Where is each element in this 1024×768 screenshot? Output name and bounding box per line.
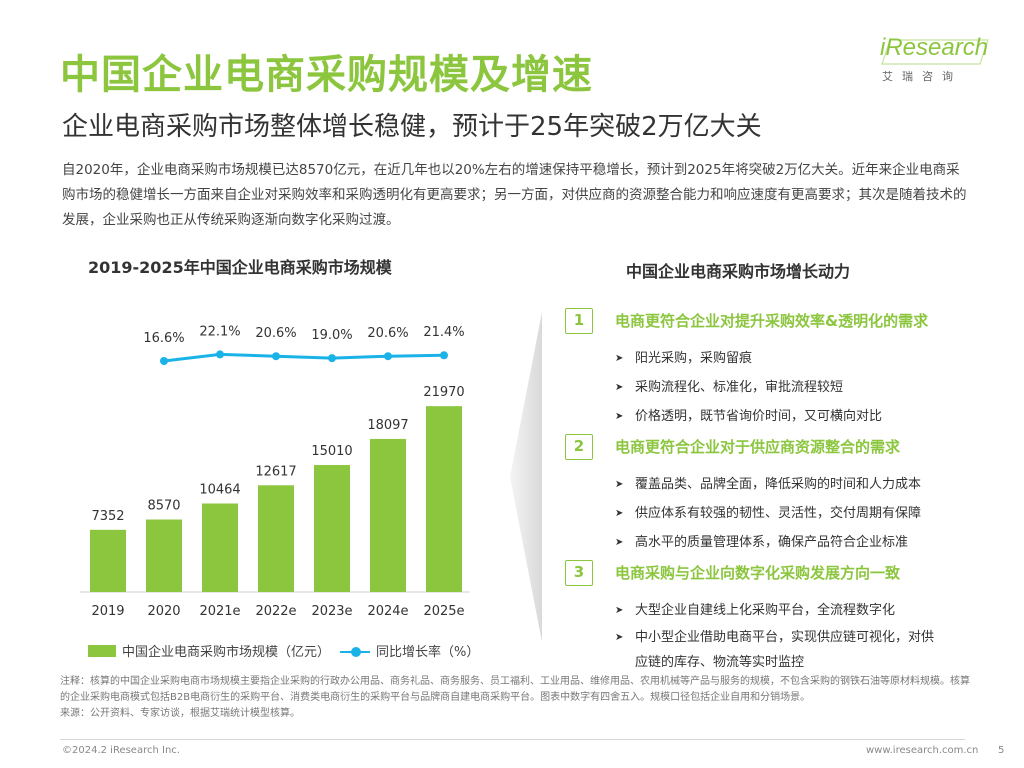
driver-heading: 电商采购与企业向数字化采购发展方向一致 xyxy=(615,564,901,582)
growth-rate-label: 21.4% xyxy=(423,325,464,340)
legend-line-label: 同比增长率（%） xyxy=(376,645,480,660)
bar xyxy=(146,519,182,592)
arrow-bullet-icon: ➤ xyxy=(615,479,624,490)
driver-point: ➤ 大型企业自建线上化采购平台，全流程数字化 xyxy=(615,596,945,625)
driver-point: ➤ 价格透明，既节省询价时间，又可横向对比 xyxy=(615,402,1010,431)
bar xyxy=(370,438,406,592)
x-tick-label: 2020 xyxy=(147,604,180,619)
arrow-bullet-icon: ➤ xyxy=(615,411,624,422)
legend-bar-swatch xyxy=(88,645,116,657)
driver-point: ➤ 阳光采购，采购留痕 xyxy=(615,344,1010,373)
driver-point: ➤ 高水平的质量管理体系，确保产品符合企业标准 xyxy=(615,528,1010,557)
wedge-arrow-icon xyxy=(510,312,542,642)
arrow-bullet-icon: ➤ xyxy=(615,353,624,364)
bar-value-label: 12617 xyxy=(255,464,296,479)
driver-point: ➤ 供应体系有较强的韧性、灵活性，交付周期有保障 xyxy=(615,499,1010,528)
bar-value-label: 18097 xyxy=(367,418,408,433)
bar xyxy=(202,503,238,592)
x-tick-label: 2019 xyxy=(91,604,124,619)
page-number: 5 xyxy=(998,745,1005,756)
growth-rate-label: 20.6% xyxy=(367,326,408,341)
driver-number-badge: 2 xyxy=(565,434,593,460)
driver-point: ➤ 覆盖品类、品牌全面，降低采购的时间和人力成本 xyxy=(615,470,1010,499)
copyright-text: ©2024.2 iResearch Inc. xyxy=(62,745,180,756)
x-tick-label: 2024e xyxy=(367,604,408,619)
market-size-chart: 7352 2019 8570 2020 10464 2021e 12617 2022e 1501… xyxy=(80,324,470,619)
arrow-bullet-icon: ➤ xyxy=(615,508,624,519)
driver-block-2: 2 电商更符合企业对于供应商资源整合的需求 ➤ 覆盖品类、品牌全面，降低采购的时间… xyxy=(565,434,1015,554)
driver-heading: 电商更符合企业对于供应商资源整合的需求 xyxy=(615,438,901,456)
driver-number-badge: 3 xyxy=(565,560,593,586)
iresearch-logo: iResearch 艾瑞咨询 xyxy=(880,34,990,90)
drivers-title: 中国企业电商采购市场增长动力 xyxy=(626,262,851,281)
driver-heading: 电商更符合企业对提升采购效率&透明化的需求 xyxy=(615,312,929,330)
x-tick-label: 2025e xyxy=(423,604,464,619)
bar-value-label: 15010 xyxy=(311,444,352,459)
x-tick-label: 2022e xyxy=(255,604,296,619)
growth-rate-point xyxy=(272,352,280,361)
intro-paragraph: 自2020年，企业电商采购市场规模已达8570亿元，在近几年也以20%左右的增速… xyxy=(62,162,967,228)
logo-badge-icon xyxy=(881,39,989,65)
growth-rate-label: 19.0% xyxy=(311,328,352,343)
arrow-bullet-icon: ➤ xyxy=(615,537,624,548)
page-subtitle: 企业电商采购市场整体增长稳健，预计于25年突破2万亿大关 xyxy=(62,112,762,142)
bar-value-label: 10464 xyxy=(199,482,240,497)
source-text: 来源：公开资料、专家访谈，根据艾瑞统计模型核算。 xyxy=(60,708,300,719)
bar-value-label: 7352 xyxy=(91,509,124,524)
driver-block-3: 3 电商采购与企业向数字化采购发展方向一致 ➤ 大型企业自建线上化采购平台，全流程… xyxy=(565,560,1015,670)
x-tick-label: 2021e xyxy=(199,604,240,619)
bar-value-label: 21970 xyxy=(423,385,464,400)
growth-rate-point xyxy=(160,357,168,365)
growth-rate-point xyxy=(328,354,336,363)
arrow-bullet-icon: ➤ xyxy=(615,632,624,643)
growth-rate-label: 20.6% xyxy=(255,326,296,341)
bar xyxy=(426,406,462,592)
footer-url[interactable]: www.iresearch.com.cn xyxy=(866,745,979,756)
bar xyxy=(258,485,294,592)
logo-text: iResearch xyxy=(880,34,989,61)
growth-rate-point xyxy=(216,350,224,359)
driver-point: ➤ 采购流程化、标准化，审批流程较短 xyxy=(615,373,1010,402)
growth-rate-label: 16.6% xyxy=(143,331,184,346)
arrow-bullet-icon: ➤ xyxy=(615,382,624,393)
note-text: 注释：核算的中国企业采购电商市场规模主要指企业采购的行政办公用品、商务礼品、商务… xyxy=(60,676,970,703)
notes-block: 注释：核算的中国企业采购电商市场规模主要指企业采购的行政办公用品、商务礼品、商务… xyxy=(60,674,970,722)
driver-point: ➤ 中小型企业借助电商平台，实现供应链可视化，对供应链的库存、物流等实时监控 xyxy=(615,625,945,675)
growth-rate-label: 22.1% xyxy=(199,324,240,339)
footer-divider xyxy=(60,739,965,740)
legend-bar-label: 中国企业电商采购市场规模（亿元） xyxy=(122,645,331,660)
legend-dot-icon xyxy=(351,647,361,657)
bar xyxy=(314,465,350,592)
arrow-bullet-icon: ➤ xyxy=(615,605,624,616)
page-title: 中国企业电商采购规模及增速 xyxy=(60,52,593,98)
growth-rate-point xyxy=(384,352,392,361)
growth-rate-line xyxy=(163,352,445,363)
bar xyxy=(90,529,126,592)
x-tick-label: 2023e xyxy=(311,604,352,619)
bar-value-label: 8570 xyxy=(147,499,180,514)
logo-subtext: 艾瑞咨询 xyxy=(882,70,962,83)
driver-block-1: 1 电商更符合企业对提升采购效率&透明化的需求 ➤ 阳光采购，采购留痕 ➤ 采购流程… xyxy=(565,308,1015,428)
driver-number-badge: 1 xyxy=(565,308,593,334)
growth-rate-point xyxy=(440,351,448,360)
chart-title: 2019-2025年中国企业电商采购市场规模 xyxy=(88,258,392,277)
